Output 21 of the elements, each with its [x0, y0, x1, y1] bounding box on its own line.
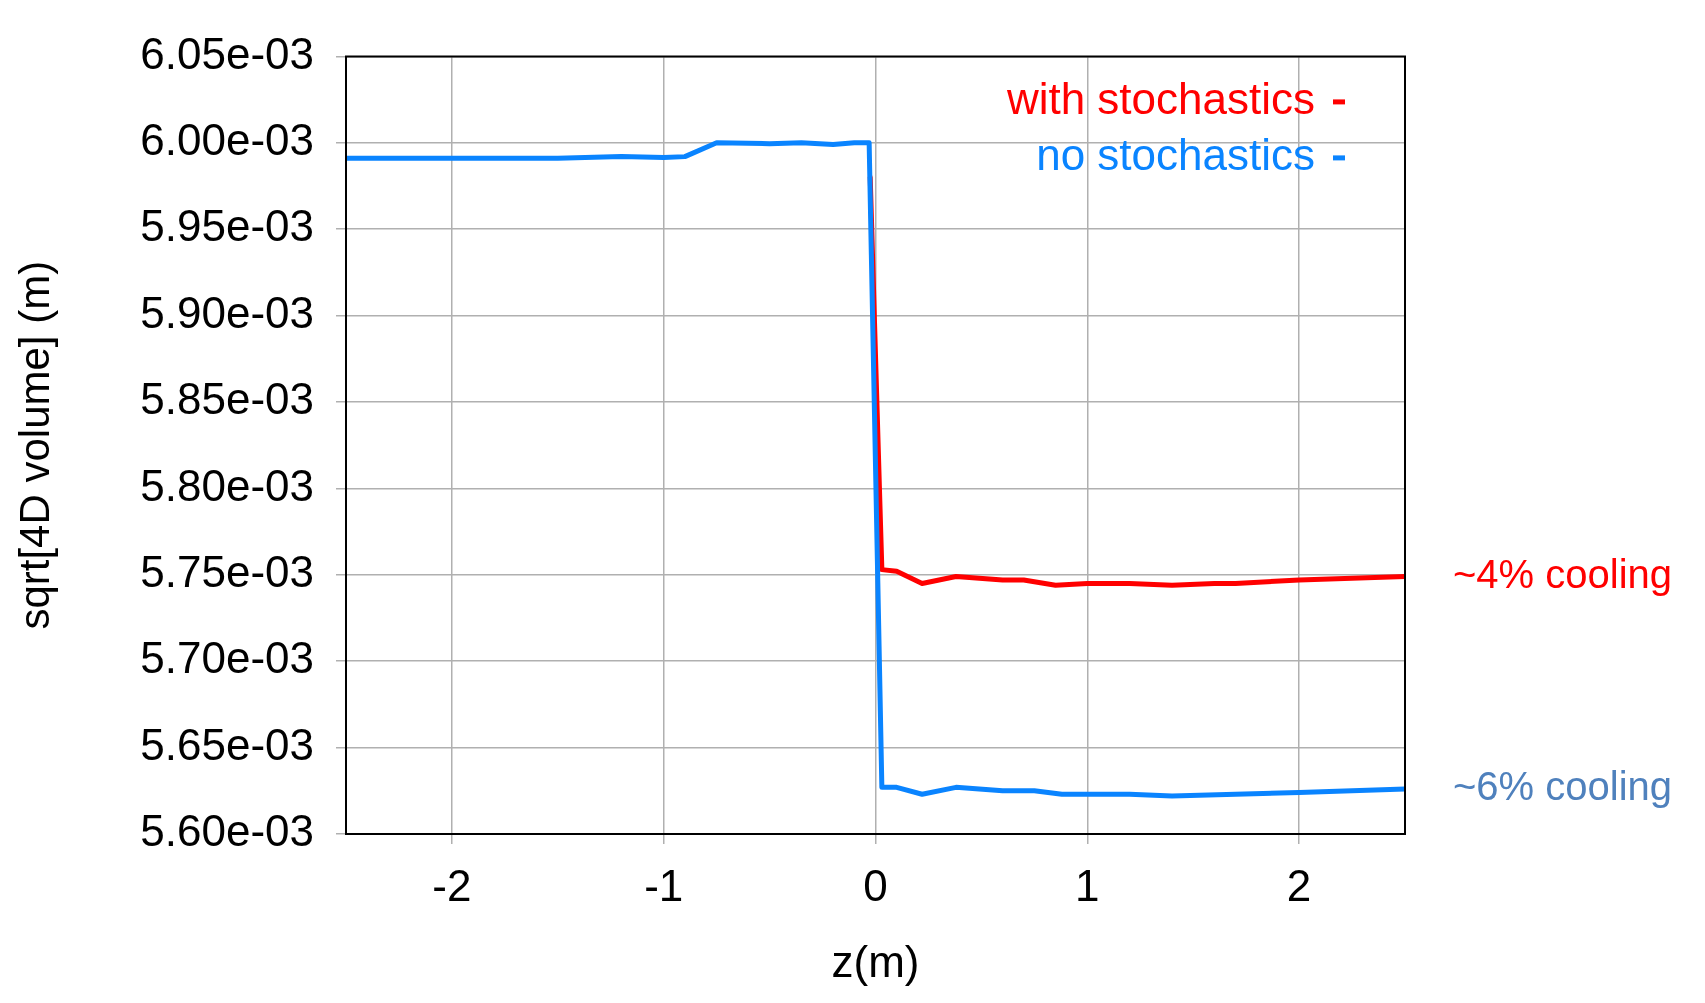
legend-label: with stochastics [1005, 73, 1315, 123]
y-tick-label: 5.60e-03 [140, 806, 314, 856]
legend-label: no stochastics [1036, 129, 1315, 179]
text: ~4% cooling [1453, 551, 1673, 596]
y-tick-label: 5.65e-03 [140, 719, 314, 769]
y-axis-title: sqrt[4D volume] (m) [10, 260, 58, 630]
x-tick-label: 2 [1286, 860, 1312, 910]
y-tick-label: 5.75e-03 [140, 546, 314, 596]
y-tick-label: 6.00e-03 [140, 114, 314, 164]
y-tick-label: 5.70e-03 [140, 633, 314, 683]
y-tick-label: 5.80e-03 [140, 460, 314, 510]
y-tick-label: 5.90e-03 [140, 287, 314, 337]
x-tick-label: -2 [432, 860, 472, 910]
x-axis-title: z(m) [831, 936, 920, 986]
text: ~6% cooling [1453, 764, 1673, 809]
x-tick-label: 0 [863, 860, 888, 910]
y-tick-label: 5.85e-03 [140, 374, 314, 424]
x-tick-label: -1 [644, 860, 684, 910]
y-tick-label: 5.95e-03 [140, 201, 314, 251]
y-tick-label: 6.05e-03 [140, 28, 314, 78]
x-tick-label: 1 [1075, 860, 1100, 910]
